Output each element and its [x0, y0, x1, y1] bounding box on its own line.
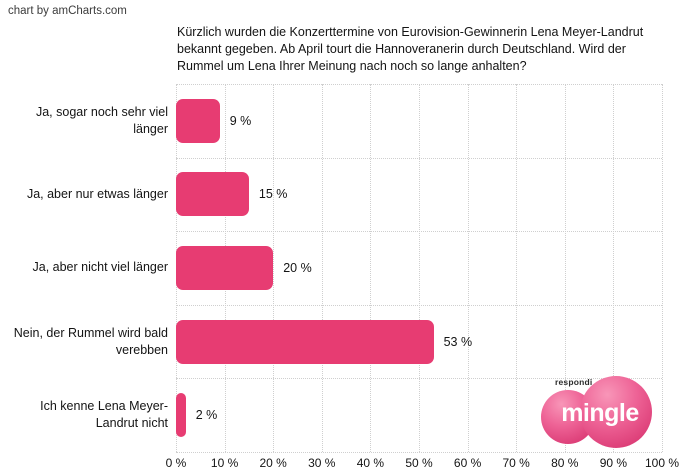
value-label: 9 % [229, 113, 252, 128]
gridline-vertical [613, 84, 615, 452]
value-label: 15 % [258, 187, 288, 202]
gridline-vertical [321, 84, 323, 452]
bar-row: 2 % [176, 378, 662, 452]
chart-title-line-3: Rummel um Lena Ihrer Meinung nach noch s… [177, 59, 527, 73]
x-axis-tick-label: 80 % [551, 456, 579, 470]
x-axis-tick-label: 60 % [453, 456, 482, 470]
chart-title-line-1: Kürzlich wurden die Konzerttermine von E… [177, 25, 644, 39]
bar-row: 9 % [176, 84, 662, 158]
category-label: Ja, sogar noch sehr viel länger [35, 104, 168, 136]
bar-4[interactable] [176, 319, 434, 364]
value-label: 20 % [283, 260, 312, 275]
gridline-vertical [467, 84, 469, 452]
gridline-horizontal [176, 305, 662, 306]
value-axis: 0 % 10 % 20 % 30 % 40 % 50 % 60 % 70 % 80 % 90 % 1… [166, 456, 679, 472]
gridline-vertical [516, 84, 518, 452]
bar-1[interactable] [176, 98, 220, 143]
gridline-horizontal [176, 84, 662, 85]
gridline-vertical [419, 84, 420, 452]
gridline-vertical [662, 84, 663, 452]
bar-2[interactable] [176, 172, 249, 217]
bar-row: 53 % [176, 305, 662, 379]
bar-5[interactable] [176, 393, 186, 438]
x-axis-tick-label: 50 % [405, 456, 433, 470]
bar-row: 15 % [176, 158, 662, 232]
gridline-horizontal [176, 452, 662, 453]
gridline-vertical [564, 84, 566, 452]
chart-title: Kürzlich wurden die Konzerttermine von E… [177, 24, 671, 75]
x-axis-tick-label: 10 % [210, 456, 239, 470]
plot-area: 9 % 15 % 20 % 53 % 2 % [176, 84, 663, 453]
value-label: 2 % [195, 408, 218, 423]
gridline-horizontal [176, 158, 662, 159]
category-label: Ja, aber nur etwas länger [26, 186, 168, 201]
category-label: Nein, der Rummel wird bald verebben [13, 325, 168, 357]
amcharts-credit-link[interactable]: chart by amCharts.com [8, 5, 127, 17]
x-axis-tick-label: 0 % [165, 456, 187, 470]
mingle-label: mingle [561, 399, 639, 427]
x-axis-tick-label: 100 % [644, 456, 680, 470]
respondi-label: respondi [555, 377, 593, 387]
value-label: 53 % [443, 334, 473, 349]
gridline-horizontal [176, 231, 662, 232]
gridline-horizontal [176, 378, 662, 379]
gridline-vertical [370, 84, 372, 452]
x-axis-tick-label: 30 % [308, 456, 336, 470]
x-axis-tick-label: 20 % [259, 456, 287, 470]
logo-bubble-large-icon [580, 376, 652, 448]
x-axis-tick-label: 70 % [502, 456, 530, 470]
respondi-mingle-logo: respondi mingle [538, 372, 668, 454]
bar-row: 20 % [176, 231, 662, 305]
category-label: Ich kenne Lena Meyer-Landrut nicht [40, 399, 168, 431]
chart-title-line-2: bekannt gegeben. Ab April tourt die Hann… [177, 42, 626, 56]
x-axis-tick-label: 90 % [599, 456, 628, 470]
gridline-vertical [273, 84, 275, 452]
bar-3[interactable] [176, 245, 274, 290]
x-axis-tick-label: 40 % [356, 456, 385, 470]
category-axis: Ja, sogar noch sehr viel länger Ja, aber … [12, 84, 168, 452]
category-label: Ja, aber nicht viel länger [32, 260, 169, 275]
